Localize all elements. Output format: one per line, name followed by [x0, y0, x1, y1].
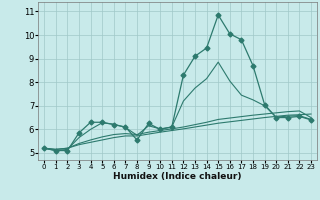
- X-axis label: Humidex (Indice chaleur): Humidex (Indice chaleur): [113, 172, 242, 181]
